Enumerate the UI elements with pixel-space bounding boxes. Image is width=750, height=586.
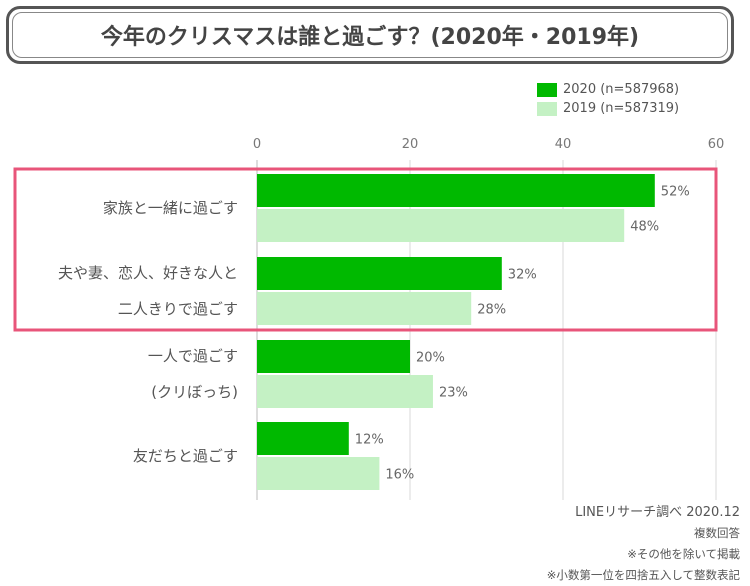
footnotes: LINEリサーチ調べ 2020.12 複数回答 ※その他を除いて掲載 ※小数第一… <box>547 502 740 586</box>
chart-title: 今年のクリスマスは誰と過ごす？(2020年・2019年) <box>100 25 640 50</box>
category-label-1-1: 二人きりで過ごす <box>118 300 238 318</box>
data-label-3-0: 12% <box>355 433 384 448</box>
x-tick-label-60: 60 <box>708 137 725 152</box>
legend: 2020 (n=587968) 2019 (n=587319) <box>537 80 679 118</box>
data-label-2-1: 23% <box>439 386 468 401</box>
note-multiple-answer: 複数回答 <box>694 526 740 540</box>
x-tick-label-40: 40 <box>555 137 572 152</box>
category-label-1-0: 夫や妻、恋人、好きな人と <box>58 264 238 282</box>
data-label-2-0: 20% <box>416 351 445 366</box>
data-label-1-1: 28% <box>477 303 506 318</box>
bar-2-0 <box>257 340 410 373</box>
category-label-2-1: (クリぼっち) <box>151 383 238 401</box>
legend-label-2019: 2019 (n=587319) <box>563 101 680 116</box>
bar-0-0 <box>257 174 655 207</box>
data-label-0-1: 48% <box>630 220 659 235</box>
legend-swatch-2019 <box>537 101 557 116</box>
data-label-3-1: 16% <box>385 468 414 483</box>
source-note: LINEリサーチ調べ 2020.12 <box>575 505 740 520</box>
bar-1-0 <box>257 257 502 290</box>
bar-3-0 <box>257 422 349 455</box>
legend-item-2019: 2019 (n=587319) <box>537 99 679 118</box>
note-rounding: ※小数第一位を四捨五入して整数表記 <box>546 568 740 582</box>
x-tick-label-0: 0 <box>253 137 261 152</box>
legend-swatch-2020 <box>537 82 557 97</box>
bar-0-1 <box>257 209 625 242</box>
bar-1-1 <box>257 292 472 325</box>
category-label-0-0: 家族と一緒に過ごす <box>103 199 238 217</box>
x-tick-label-20: 20 <box>402 137 419 152</box>
note-excluded: ※その他を除いて掲載 <box>627 547 740 561</box>
bar-2-1 <box>257 375 433 408</box>
title-inner-border <box>12 12 728 58</box>
chart-title-box: 今年のクリスマスは誰と過ごす？(2020年・2019年) <box>6 6 734 64</box>
legend-label-2020: 2020 (n=587968) <box>563 82 680 97</box>
category-label-2-0: 一人で過ごす <box>148 347 238 365</box>
legend-item-2020: 2020 (n=587968) <box>537 80 679 99</box>
category-label-3-0: 友だちと過ごす <box>133 447 238 465</box>
data-label-1-0: 32% <box>508 268 537 283</box>
bar-3-1 <box>257 457 380 490</box>
data-label-0-0: 52% <box>661 185 690 200</box>
highlight-box <box>13 167 718 332</box>
